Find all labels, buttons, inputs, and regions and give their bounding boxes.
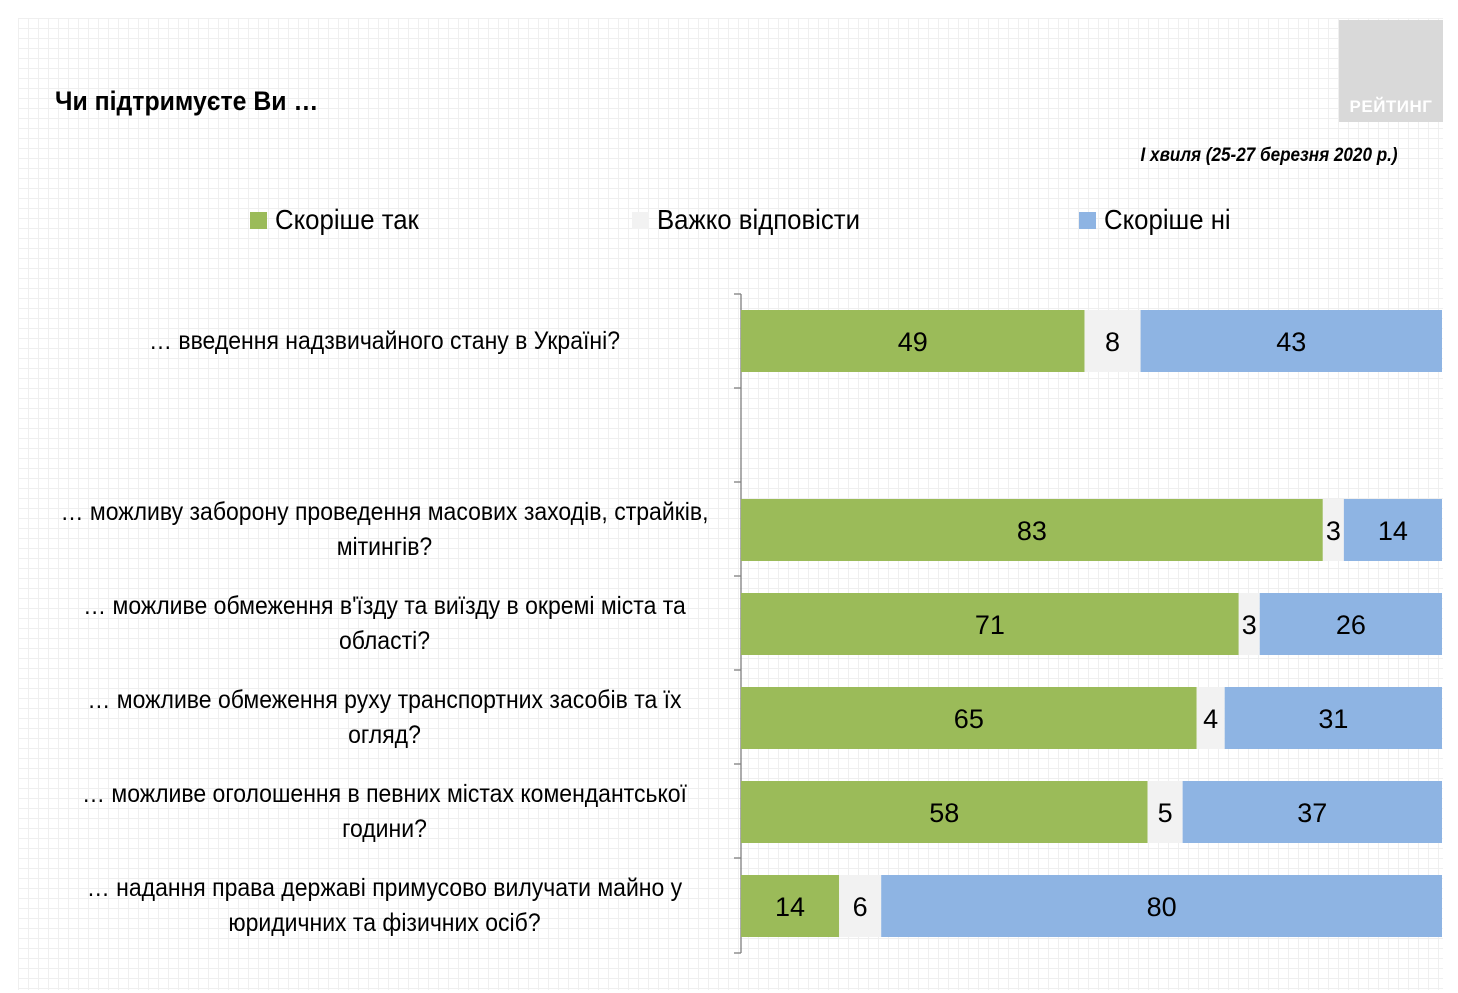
- bar-segment: [839, 875, 882, 937]
- data-label: 83: [1017, 516, 1047, 546]
- bar-segment: [1084, 310, 1141, 372]
- data-label: 80: [1147, 892, 1177, 922]
- bar-segment: [1224, 687, 1442, 749]
- legend-item-yes: Скоріше так: [250, 202, 431, 238]
- logo-text: РЕЙТИНГ: [1349, 97, 1433, 116]
- bar-segment: [741, 593, 1239, 655]
- legend-swatch-hard: [632, 211, 649, 229]
- bar-segment: [1182, 781, 1442, 843]
- legend-item-hard: Важко відповісти: [632, 202, 878, 238]
- chart-subtitle: І хвиля (25-27 березня 2020 р.): [1140, 145, 1398, 166]
- bar-segment: [1140, 310, 1442, 372]
- bar-segment: [1322, 499, 1344, 561]
- bar-segment: [1238, 593, 1260, 655]
- data-label: 8: [1105, 327, 1120, 357]
- data-label: 65: [954, 704, 984, 734]
- bar-segment: [741, 499, 1323, 561]
- rating-logo: [1339, 20, 1443, 122]
- data-label: 43: [1276, 327, 1306, 357]
- category-label: … надання права державі примусово вилуча…: [86, 874, 683, 937]
- data-label: 31: [1318, 704, 1348, 734]
- data-label: 14: [775, 892, 805, 922]
- bar-segment: [881, 875, 1442, 937]
- bar-segment: [741, 875, 840, 937]
- data-label: 26: [1336, 610, 1366, 640]
- legend-swatch-yes: [250, 211, 267, 229]
- category-label: … можливу заборону проведення масових за…: [60, 498, 709, 561]
- category-label: … можливе оголошення в певних містах ком…: [82, 780, 687, 843]
- chart-title: Чи підтримуєте Ви …: [55, 86, 319, 116]
- bar-segment: [1343, 499, 1442, 561]
- legend-swatch-no: [1079, 211, 1096, 229]
- legend-label-hard: Важко відповісти: [657, 204, 860, 235]
- data-label: 49: [898, 327, 928, 357]
- data-label: 3: [1326, 516, 1341, 546]
- data-label: 14: [1378, 516, 1408, 546]
- data-label: 71: [975, 610, 1005, 640]
- category-label: … можливе обмеження руху транспортних за…: [87, 686, 682, 749]
- bar-segment: [741, 310, 1085, 372]
- data-label: 4: [1203, 704, 1218, 734]
- category-label: … введення надзвичайного стану в Україні…: [148, 326, 620, 355]
- legend-label-no: Скоріше ні: [1104, 204, 1231, 235]
- data-label: 37: [1297, 798, 1327, 828]
- legend-item-no: Скоріше ні: [1079, 202, 1242, 238]
- data-label: 5: [1158, 798, 1173, 828]
- legend-label-yes: Скоріше так: [275, 204, 419, 235]
- data-label: 58: [929, 798, 959, 828]
- bar-segment: [741, 687, 1197, 749]
- category-label: … можливе обмеження в'їзду та виїзду в о…: [83, 592, 686, 655]
- bar-segment: [741, 781, 1148, 843]
- bar-segment: [1147, 781, 1183, 843]
- data-label: 6: [853, 892, 868, 922]
- bar-segment: [1259, 593, 1442, 655]
- data-label: 3: [1242, 610, 1257, 640]
- bar-segment: [1196, 687, 1225, 749]
